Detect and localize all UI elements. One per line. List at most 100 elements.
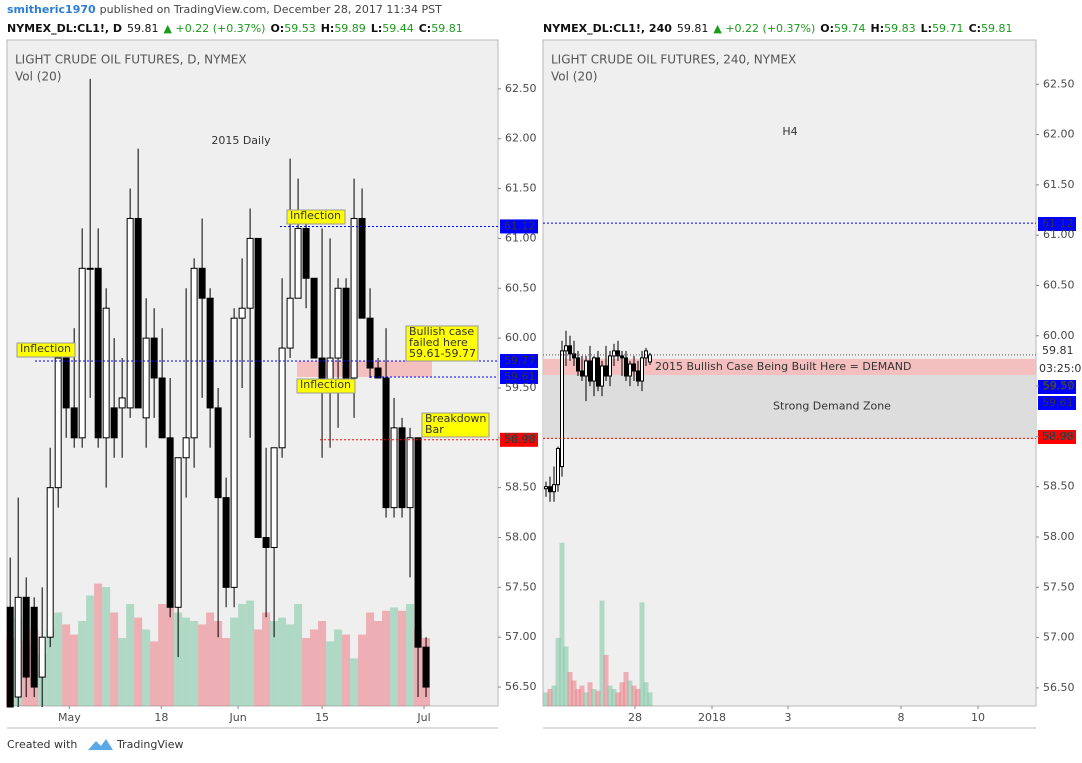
candle-body <box>596 357 600 387</box>
volume-bar <box>390 607 399 706</box>
footer-text: Created with <box>7 738 77 751</box>
x-tick-label: 10 <box>971 711 985 724</box>
ohlc-value: 59.74 <box>834 22 866 35</box>
volume-bar <box>302 638 311 706</box>
volume-bar <box>86 595 95 706</box>
y-tick-label: 61.00 <box>505 231 537 244</box>
candle-body <box>262 537 270 548</box>
price-badge-label: 59.77 <box>1042 380 1074 393</box>
candle-body <box>270 447 278 548</box>
change: ▲ +0.22 (+0.37%) <box>713 22 815 35</box>
y-tick-label: 57.00 <box>505 630 537 643</box>
candle-body <box>414 437 422 648</box>
candle-body <box>118 397 126 409</box>
candle-body <box>592 357 596 382</box>
candle-body <box>628 363 632 377</box>
candle-body <box>102 307 110 439</box>
volume-bar <box>222 638 231 706</box>
annotation-box <box>405 325 479 362</box>
candle-body <box>648 354 652 363</box>
candle-body <box>600 365 604 387</box>
volume-bar <box>262 612 271 706</box>
y-tick-label: 60.00 <box>505 331 537 344</box>
price-badge-label: 58.98 <box>1042 430 1074 443</box>
annotation-box <box>296 378 356 394</box>
change: ▲ +0.22 (+0.37%) <box>164 22 266 35</box>
x-tick-label: 15 <box>315 711 329 724</box>
volume-bar <box>246 600 255 706</box>
price-badge-label: 61.12 <box>1042 217 1074 230</box>
volume-bar <box>142 629 151 706</box>
volume-bar <box>166 607 175 706</box>
y-tick-label: 60.00 <box>1043 329 1075 342</box>
candle-body <box>604 365 608 377</box>
volume-bar <box>238 604 247 706</box>
volume-bar <box>206 612 215 706</box>
candle-body <box>584 360 588 377</box>
candle-body <box>126 217 134 409</box>
y-tick-label: 59.50 <box>505 381 537 394</box>
zone-label: 2015 Bullish Case Being Built Here = DEM… <box>655 360 912 373</box>
x-tick-label: 18 <box>154 711 168 724</box>
price-badge-label: 59.61 <box>504 370 536 383</box>
volume-bar <box>126 604 135 706</box>
candle-body <box>616 350 620 357</box>
volume-bar <box>619 682 625 706</box>
annotation-text: Bullish case <box>409 325 474 338</box>
volume-bar <box>94 583 103 706</box>
chart-title: LIGHT CRUDE OIL FUTURES, 240, NYMEX <box>551 53 796 67</box>
candle-body <box>608 355 612 377</box>
user[interactable]: smitheric1970 <box>7 3 96 16</box>
candle-body <box>94 267 102 439</box>
x-tick-label: Jun <box>229 711 247 724</box>
candle-body <box>150 337 158 379</box>
candle-body <box>134 217 142 409</box>
y-tick-label: 62.00 <box>1043 128 1075 141</box>
candle-body <box>644 350 648 359</box>
ohlc-label: L: <box>921 22 932 35</box>
candle-body <box>358 217 366 319</box>
annotation-box <box>286 209 346 225</box>
y-tick-label: 58.50 <box>505 481 537 494</box>
chart-title: LIGHT CRUDE OIL FUTURES, D, NYMEX <box>15 53 247 67</box>
y-tick-label: 57.00 <box>1043 631 1075 644</box>
ohlc-value: 59.81 <box>431 22 463 35</box>
tradingview-logo[interactable]: TradingView <box>88 738 183 751</box>
volume-bar <box>635 689 641 706</box>
price-badge <box>500 432 538 447</box>
volume-bar <box>110 612 119 706</box>
footer-brand: TradingView <box>116 738 183 751</box>
volume-bar <box>54 612 63 706</box>
candle-body <box>246 237 254 309</box>
volume-bar <box>587 682 593 706</box>
volume-bar <box>78 621 87 706</box>
candle-body <box>552 484 556 493</box>
ohlc-label: O: <box>270 22 284 35</box>
zone <box>543 358 1036 376</box>
annotation-text: Inflection <box>300 378 351 391</box>
candle-body <box>174 457 182 608</box>
candle-body <box>30 606 38 688</box>
chart-panel: NYMEX_DL:CL1!, D 59.81 ▲ +0.22 (+0.37%) O:5… <box>6 22 538 729</box>
volume-bar <box>591 689 597 706</box>
candle-body <box>382 377 390 509</box>
price-badge <box>1038 380 1076 394</box>
candle-body <box>46 487 54 638</box>
y-tick-label: 58.00 <box>505 531 537 544</box>
y-tick-label: 57.50 <box>1043 580 1075 593</box>
candle-body <box>254 237 262 539</box>
ohlc-value: 59.89 <box>334 22 366 35</box>
symbol-header: NYMEX_DL:CL1!, D 59.81 ▲ +0.22 (+0.37%) O:5… <box>7 22 463 35</box>
candle-body <box>22 596 30 678</box>
x-tick-label: 3 <box>785 711 792 724</box>
volume-bar <box>342 634 351 706</box>
y-tick-label: 56.50 <box>505 680 537 693</box>
candle-body <box>166 437 174 608</box>
candle-body <box>560 350 564 468</box>
annotation-text: Bar <box>425 423 444 436</box>
volume-bar <box>350 658 359 706</box>
volume-bar <box>46 631 55 706</box>
volume-bar <box>607 685 613 706</box>
volume-bar <box>278 617 287 706</box>
volume-bar <box>639 602 645 706</box>
